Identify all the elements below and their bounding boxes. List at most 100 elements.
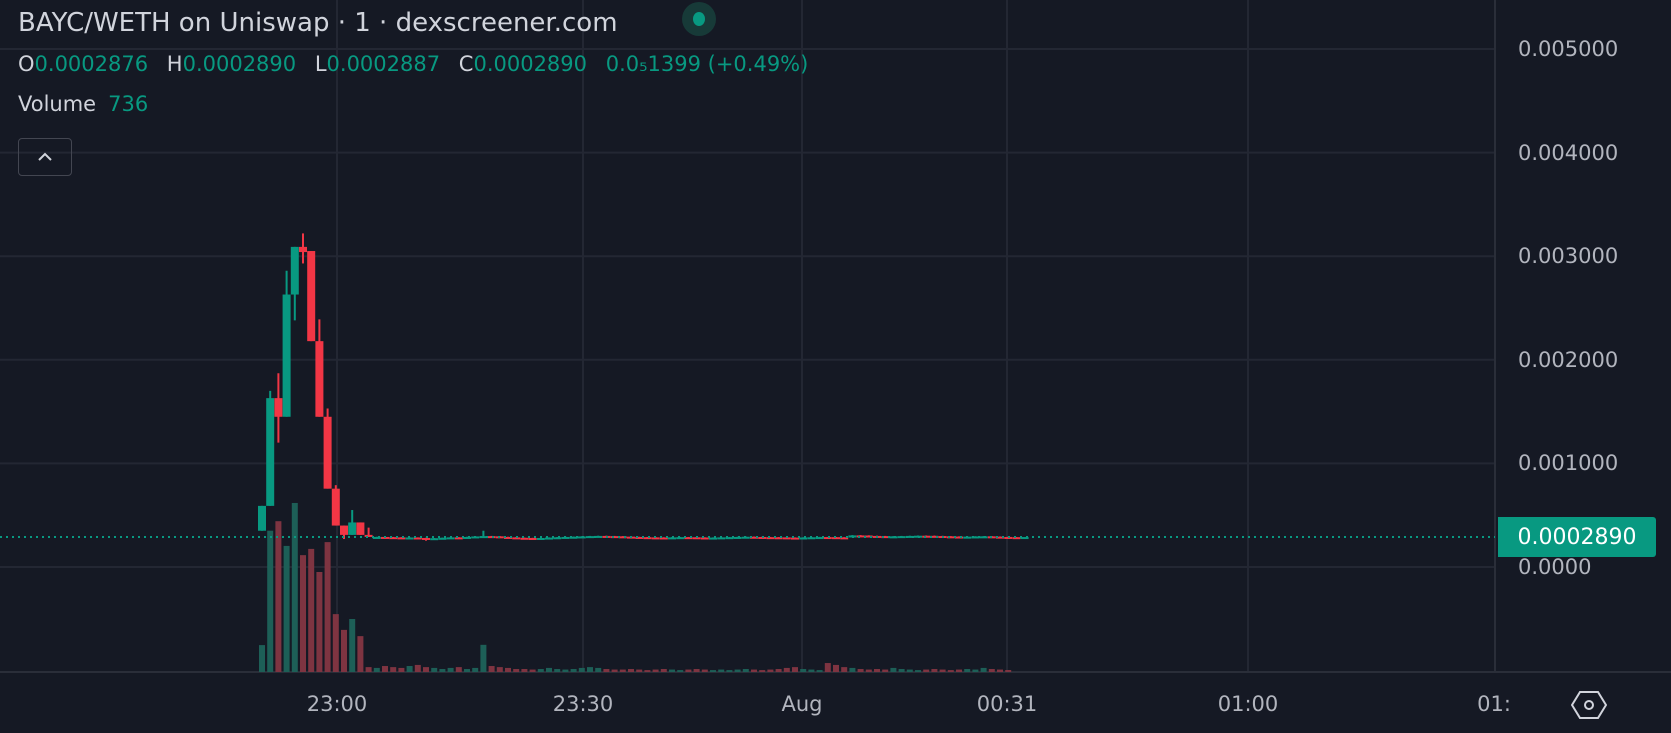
candle-body [323, 416, 332, 489]
candle-body [258, 505, 266, 531]
candle-body [266, 398, 275, 506]
candle-body [594, 535, 603, 538]
candle-body [643, 537, 652, 540]
candle-body [364, 534, 373, 537]
candle-body [331, 488, 340, 526]
volume-bar [726, 670, 733, 672]
candle-body [1012, 537, 1021, 540]
ohlc-legend: O0.0002876 H0.0002890 L0.0002887 C0.0002… [18, 52, 820, 76]
volume-bar [259, 645, 265, 672]
volume-bar [652, 669, 659, 672]
volume-bar [882, 669, 889, 672]
candle-body [766, 537, 775, 540]
candle-body [356, 522, 365, 535]
candle-body [299, 246, 307, 253]
time-axis-label: 23:00 [306, 692, 368, 716]
candle-body [651, 537, 660, 540]
candle-body [372, 536, 381, 539]
candle-body [1020, 537, 1029, 540]
settings-hexagon-icon[interactable] [1571, 689, 1607, 721]
volume-bar [906, 669, 913, 672]
volume-bar [734, 669, 741, 672]
candle-body [700, 537, 709, 540]
candle-body [791, 537, 799, 540]
candle-body [553, 537, 562, 540]
volume-bar [291, 502, 298, 672]
volume-bar [808, 669, 815, 672]
volume-bar [341, 629, 347, 672]
volume-bar [382, 666, 388, 672]
volume-bar [964, 669, 971, 672]
volume-bar [915, 670, 921, 672]
current-price-tag: 0.0002890 [1498, 517, 1656, 557]
candle-body [676, 537, 685, 540]
candle-body [290, 246, 299, 295]
candle-body [463, 536, 471, 539]
volume-bar [513, 669, 520, 672]
candle-body [307, 251, 316, 342]
volume-bar [701, 669, 708, 672]
candle-body [405, 537, 414, 540]
close-value: 0.0002890 [473, 52, 588, 76]
open-value: 0.0002876 [34, 52, 149, 76]
candle-body [504, 536, 512, 539]
candle-body [832, 537, 840, 540]
volume-bar [603, 669, 610, 672]
volume-bar [628, 669, 634, 672]
volume-bar [669, 669, 675, 672]
volume-bar [644, 670, 651, 672]
volume-bar [308, 548, 315, 672]
candle-body [348, 522, 357, 535]
volume-bar [349, 619, 356, 672]
volume-bar [742, 669, 749, 672]
time-axis-label: 00:31 [976, 692, 1038, 716]
live-dot-icon [682, 2, 716, 36]
candle-body [905, 535, 914, 538]
volume-bar [636, 669, 643, 672]
volume-bar [792, 667, 798, 672]
volume-bar [890, 667, 897, 672]
close-label: C [458, 52, 474, 76]
volume-bar [849, 667, 856, 672]
volume-bar [283, 545, 290, 672]
candle-body [512, 537, 521, 540]
open-label: O [18, 52, 35, 76]
volume-legend: Volume 736 [18, 92, 148, 116]
candle-body [528, 537, 537, 540]
time-axis-label: 01:00 [1217, 692, 1279, 716]
volume-bar [898, 669, 905, 672]
candle-body [979, 536, 988, 539]
candle-body [422, 537, 430, 540]
volume-bar [824, 663, 831, 672]
volume-bar [1005, 670, 1012, 672]
candle-body [823, 537, 832, 540]
collapse-legend-button[interactable] [18, 138, 72, 176]
candle-body [815, 537, 824, 540]
volume-bar [956, 669, 962, 672]
volume-bar [332, 614, 339, 672]
volume-bar [939, 669, 946, 672]
candle-body [930, 535, 939, 538]
volume-bar [874, 669, 880, 672]
candle-body [733, 536, 742, 539]
volume-bar [841, 667, 848, 672]
candle-body [520, 537, 529, 540]
volume-bar [455, 667, 462, 672]
volume-bar [972, 669, 979, 672]
volume-bar [398, 667, 405, 672]
price-axis-label: 0.0000 [1518, 555, 1592, 579]
time-axis-label: Aug [781, 692, 823, 716]
volume-bar [693, 669, 700, 672]
volume-bar [423, 667, 429, 672]
candle-body [955, 536, 963, 539]
chart-title-row: BAYC/WETH on Uniswap · 1 · dexscreener.c… [18, 8, 618, 38]
volume-bar [537, 669, 544, 672]
candle-body [454, 537, 463, 540]
candle-body [971, 536, 980, 539]
candle-body [618, 536, 627, 539]
volume-bar [324, 542, 331, 672]
candle-body [922, 535, 931, 538]
candle-body [479, 536, 488, 539]
volume-bar [660, 669, 667, 672]
